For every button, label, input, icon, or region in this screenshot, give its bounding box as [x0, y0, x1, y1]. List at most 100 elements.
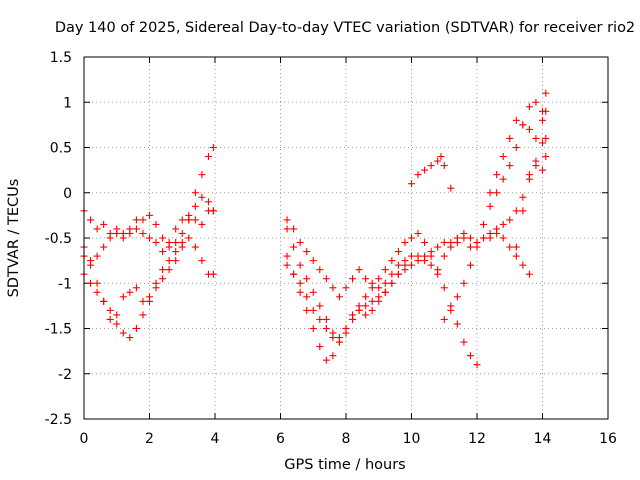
data-point [87, 216, 95, 224]
data-point [421, 239, 429, 247]
data-point [493, 189, 501, 197]
data-point [434, 243, 442, 251]
data-point [525, 125, 533, 133]
data-point [427, 162, 435, 170]
data-point [512, 207, 520, 215]
data-point [480, 220, 488, 228]
data-point [414, 171, 422, 179]
data-point [453, 234, 461, 242]
data-point [539, 139, 546, 147]
data-point [499, 175, 507, 183]
data-point [421, 252, 429, 260]
data-point [198, 220, 206, 228]
data-point [473, 361, 481, 369]
data-point [290, 270, 298, 278]
series-3 [80, 144, 217, 323]
data-point [453, 293, 461, 301]
data-point [542, 134, 550, 142]
data-point [93, 279, 101, 287]
data-point [375, 297, 383, 305]
data-point [296, 288, 304, 296]
data-point [506, 134, 514, 142]
x-axis-label: GPS time / hours [284, 457, 405, 473]
data-point [198, 171, 206, 179]
data-point [349, 275, 357, 283]
data-point [165, 257, 173, 265]
data-point [283, 252, 291, 260]
data-point [100, 243, 108, 251]
data-point [283, 261, 291, 269]
data-point [512, 144, 520, 151]
y-tick-label: 1.5 [50, 50, 72, 66]
data-point [525, 103, 533, 111]
data-point [447, 306, 455, 314]
y-tick-label: -1 [58, 276, 72, 292]
data-point [532, 162, 540, 170]
x-tick-label: 0 [80, 431, 89, 447]
data-point [165, 266, 173, 274]
data-point [204, 198, 212, 206]
data-point [539, 166, 546, 174]
data-point [499, 220, 507, 228]
data-point [440, 162, 448, 170]
data-point [381, 288, 389, 296]
data-point [322, 325, 330, 332]
data-point [532, 98, 540, 106]
data-point [309, 257, 317, 265]
data-point [453, 320, 461, 328]
series-11 [486, 89, 550, 197]
data-point [106, 234, 114, 242]
data-point [381, 266, 389, 274]
data-point [362, 302, 370, 310]
data-point [506, 243, 514, 251]
data-point [132, 284, 140, 292]
data-point [362, 293, 370, 301]
data-point [132, 325, 140, 332]
x-tick-label: 10 [403, 431, 421, 447]
data-point [152, 239, 160, 247]
data-point [388, 257, 396, 265]
data-point [466, 243, 474, 251]
data-point [316, 343, 324, 351]
data-point [414, 229, 422, 237]
series-9 [408, 153, 455, 192]
data-point [113, 311, 121, 319]
data-point [159, 266, 167, 274]
data-point [375, 284, 383, 292]
data-point [542, 89, 550, 97]
data-point [408, 180, 415, 188]
data-point [525, 270, 533, 278]
data-point [191, 243, 199, 251]
data-point [460, 338, 468, 346]
data-point [542, 153, 550, 161]
data-point [460, 229, 468, 237]
data-point [519, 207, 527, 215]
data-point [290, 225, 298, 233]
data-point [139, 229, 147, 237]
data-point [329, 352, 337, 360]
data-point [204, 153, 212, 161]
data-point [408, 252, 415, 260]
data-point [172, 239, 180, 247]
data-point [394, 270, 402, 278]
data-point [178, 243, 186, 251]
data-point [388, 279, 396, 287]
data-point [126, 229, 134, 237]
data-point [506, 162, 514, 170]
x-tick-label: 12 [468, 431, 486, 447]
data-point [198, 193, 206, 201]
y-tick-label: -1.5 [45, 322, 72, 338]
data-point [493, 225, 501, 233]
series-1 [80, 207, 217, 247]
data-point [519, 261, 527, 269]
data-point [309, 306, 317, 314]
x-tick-label: 2 [145, 431, 154, 447]
data-point [329, 284, 337, 292]
data-point [119, 234, 127, 242]
data-point [209, 207, 217, 215]
data-point [486, 202, 494, 210]
data-point [486, 229, 494, 237]
data-point [394, 248, 402, 256]
data-point [427, 261, 435, 269]
data-point [146, 234, 153, 242]
